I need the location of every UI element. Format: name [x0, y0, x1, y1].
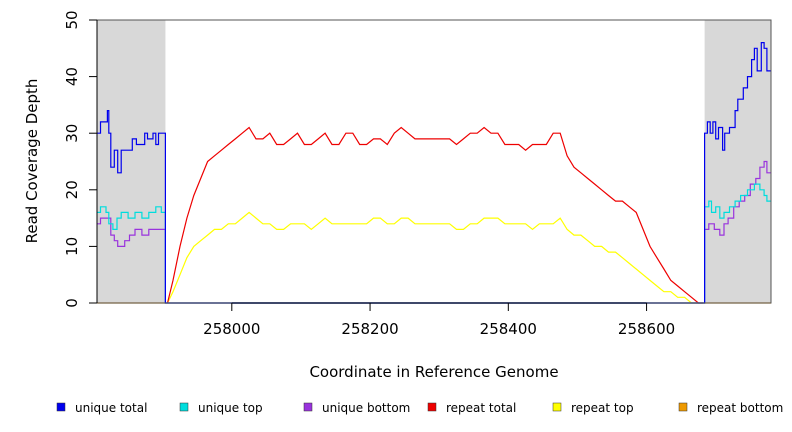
legend-label: unique bottom — [322, 401, 410, 415]
legend-swatch — [427, 402, 437, 412]
legend: unique total unique top unique bottom repea… — [56, 401, 783, 415]
x-tick-label: 258400 — [480, 320, 537, 338]
legend-swatch — [678, 402, 688, 412]
x-tick-label: 258200 — [341, 320, 398, 338]
legend-swatch — [56, 402, 66, 412]
y-tick-label: 30 — [63, 124, 81, 143]
legend-swatch — [303, 402, 313, 412]
legend-item-unique-top: unique top — [179, 401, 263, 415]
y-tick-label: 10 — [63, 237, 81, 256]
y-tick-label: 50 — [63, 10, 81, 29]
legend-label: unique top — [198, 401, 263, 415]
plot-frame — [96, 19, 772, 304]
series-line-repeat-top — [166, 211, 704, 304]
legend-item-unique-total: unique total — [56, 401, 147, 415]
legend-label: repeat bottom — [697, 401, 783, 415]
series-lines — [97, 41, 771, 304]
shaded-region-0 — [97, 20, 166, 303]
shaded-region-1 — [704, 20, 771, 303]
y-axis: 0 10 20 30 40 50 — [63, 10, 98, 308]
series-line-unique-total — [97, 41, 771, 304]
legend-label: repeat top — [571, 401, 634, 415]
x-axis: 258000 258200 258400 258600 — [203, 302, 675, 338]
series-line-repeat-total — [166, 126, 704, 304]
series-line-unique-bottom — [97, 160, 771, 304]
y-tick-label: 0 — [63, 298, 81, 308]
legend-item-repeat-bottom: repeat bottom — [678, 401, 783, 415]
legend-swatch — [179, 402, 189, 412]
shaded-regions — [97, 20, 771, 303]
legend-label: repeat total — [446, 401, 516, 415]
legend-label: unique total — [75, 401, 147, 415]
legend-item-repeat-top: repeat top — [552, 401, 634, 415]
legend-swatch — [552, 402, 562, 412]
x-tick-label: 258000 — [203, 320, 260, 338]
y-axis-label: Read Coverage Depth — [23, 79, 41, 244]
x-tick-label: 258600 — [618, 320, 675, 338]
y-tick-label: 40 — [63, 67, 81, 86]
x-axis-label: Coordinate in Reference Genome — [309, 363, 558, 381]
legend-item-repeat-total: repeat total — [427, 401, 516, 415]
y-tick-label: 20 — [63, 180, 81, 199]
legend-item-unique-bottom: unique bottom — [303, 401, 410, 415]
